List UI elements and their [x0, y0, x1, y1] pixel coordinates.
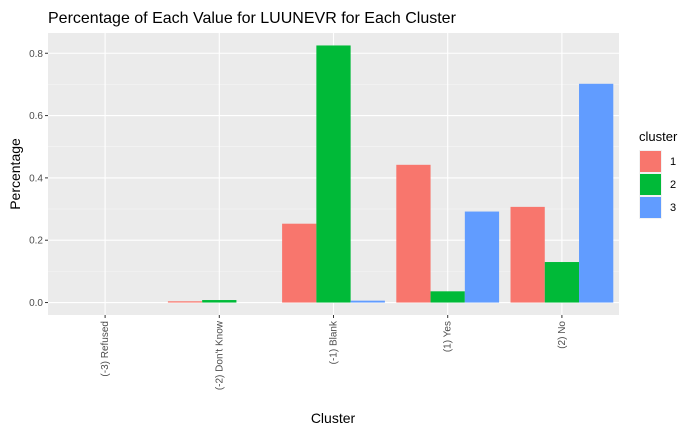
x-axis-ticks: (-3) Refused (-2) Don't Know (-1) Blank (1)… [100, 315, 568, 390]
legend-swatch [640, 151, 661, 172]
y-tick-label: 0.2 [29, 236, 43, 247]
legend-label: 1 [670, 156, 676, 168]
bar [167, 301, 203, 303]
y-axis-ticks: 0.0 0.2 0.4 0.6 0.8 [29, 49, 48, 309]
bar [350, 300, 385, 303]
bar [544, 262, 580, 303]
legend: cluster 1 2 3 [639, 129, 678, 219]
legend-title: cluster [639, 129, 678, 144]
x-tick-label: (1) Yes [443, 321, 454, 352]
legend-label: 3 [670, 202, 676, 214]
bar [579, 83, 614, 303]
y-tick-label: 0.8 [29, 49, 43, 60]
bars [167, 45, 614, 303]
bar [510, 206, 545, 303]
y-tick-label: 0.4 [29, 173, 43, 184]
x-tick-label: (2) No [557, 321, 568, 349]
bar [430, 291, 465, 303]
y-axis-title: Percentage [7, 138, 23, 210]
bar [396, 164, 431, 303]
bar [464, 211, 500, 303]
x-tick-label: (-3) Refused [100, 321, 111, 377]
y-tick-label: 0.6 [29, 111, 43, 122]
legend-label: 2 [670, 179, 676, 191]
legend-swatch [640, 174, 661, 195]
x-tick-label: (-2) Don't Know [214, 320, 225, 390]
legend-swatch [640, 197, 661, 218]
x-axis-title: Cluster [311, 410, 356, 426]
y-tick-label: 0.0 [29, 298, 43, 309]
bar [282, 223, 317, 303]
chart-title: Percentage of Each Value for LUUNEVR for… [48, 10, 457, 27]
x-tick-label: (-1) Blank [329, 320, 340, 364]
bar [202, 300, 237, 303]
bar [316, 45, 351, 303]
